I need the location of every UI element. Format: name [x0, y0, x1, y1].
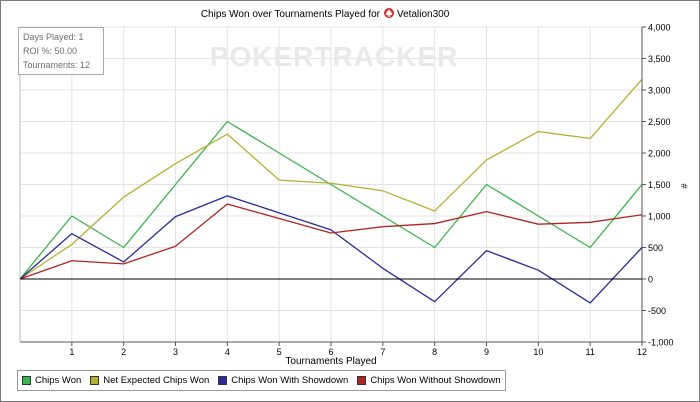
- tournaments-count: Tournaments: 12: [23, 60, 91, 70]
- x-tick-label: 10: [533, 347, 543, 357]
- x-tick-label: 5: [277, 347, 282, 357]
- x-tick-label: 7: [380, 347, 385, 357]
- chart-title-group: Chips Won over Tournaments Played for Ve…: [201, 8, 450, 20]
- series-line-3: [19, 203, 643, 280]
- x-tick-label: 6: [328, 347, 333, 357]
- x-tick-label: 4: [225, 347, 230, 357]
- legend-label: Chips Won Without Showdown: [370, 375, 501, 386]
- x-tick-label: 11: [585, 347, 594, 357]
- chart-title: Chips Won over Tournaments Played for: [201, 9, 381, 20]
- y-tick-label: 3,500: [648, 54, 671, 64]
- legend-item: Chips Won: [22, 375, 81, 386]
- legend-item: Net Expected Chips Won: [90, 375, 209, 386]
- watermark: POKERTRACKER: [210, 41, 458, 72]
- y-tick-label: 2,000: [648, 149, 671, 159]
- x-tick-label: 3: [173, 347, 178, 357]
- series-line-2: [19, 195, 643, 304]
- roi: ROI %: 50.00: [23, 46, 78, 56]
- y-axis-label: #: [679, 183, 689, 188]
- x-tick-label: 12: [637, 347, 647, 357]
- x-tick-label: 9: [484, 347, 489, 357]
- x-tick-label: 8: [432, 347, 437, 357]
- y-tick-label: 1,500: [648, 180, 671, 190]
- x-tick-label: 1: [69, 347, 74, 357]
- legend-swatch: [90, 376, 100, 385]
- y-tick-label: 500: [648, 243, 663, 253]
- legend-swatch: [22, 376, 31, 385]
- legend-swatch: [218, 376, 228, 385]
- series-lines: [19, 78, 643, 304]
- legend-label: Net Expected Chips Won: [103, 375, 210, 386]
- legend-item: Chips Won With Showdown: [218, 375, 348, 386]
- y-tick-label: 3,000: [648, 86, 671, 96]
- axes: 4,000 3,500 3,000 2,500 2,000 1,500 1,000 500 0 -…: [19, 23, 674, 357]
- y-tick-label: -1,000: [648, 338, 674, 348]
- days-played: Days Played: 1: [23, 32, 84, 42]
- player-name: Vetalion300: [397, 9, 450, 20]
- legend-label: Chips Won With Showdown: [231, 375, 349, 386]
- y-tick-label: 4,000: [648, 23, 671, 33]
- legend-label: Chips Won: [35, 375, 82, 386]
- legend-swatch: [357, 376, 367, 385]
- y-tick-label: -500: [648, 306, 666, 316]
- y-tick-label: 1,000: [648, 212, 671, 222]
- stats-box: Days Played: 1 ROI %: 50.00 Tournaments:…: [18, 27, 104, 75]
- legend-item: Chips Won Without Showdown: [357, 375, 501, 386]
- y-tick-label: 2,500: [648, 117, 671, 127]
- series-line-1: [19, 78, 643, 280]
- y-tick-label: 0: [648, 275, 653, 285]
- x-axis-label: Tournaments Played: [285, 356, 376, 367]
- x-tick-label: 2: [121, 347, 126, 357]
- spade-icon: [384, 8, 394, 18]
- series-line-0: [19, 120, 643, 280]
- legend: Chips Won Net Expected Chips Won Chips Won…: [17, 370, 506, 391]
